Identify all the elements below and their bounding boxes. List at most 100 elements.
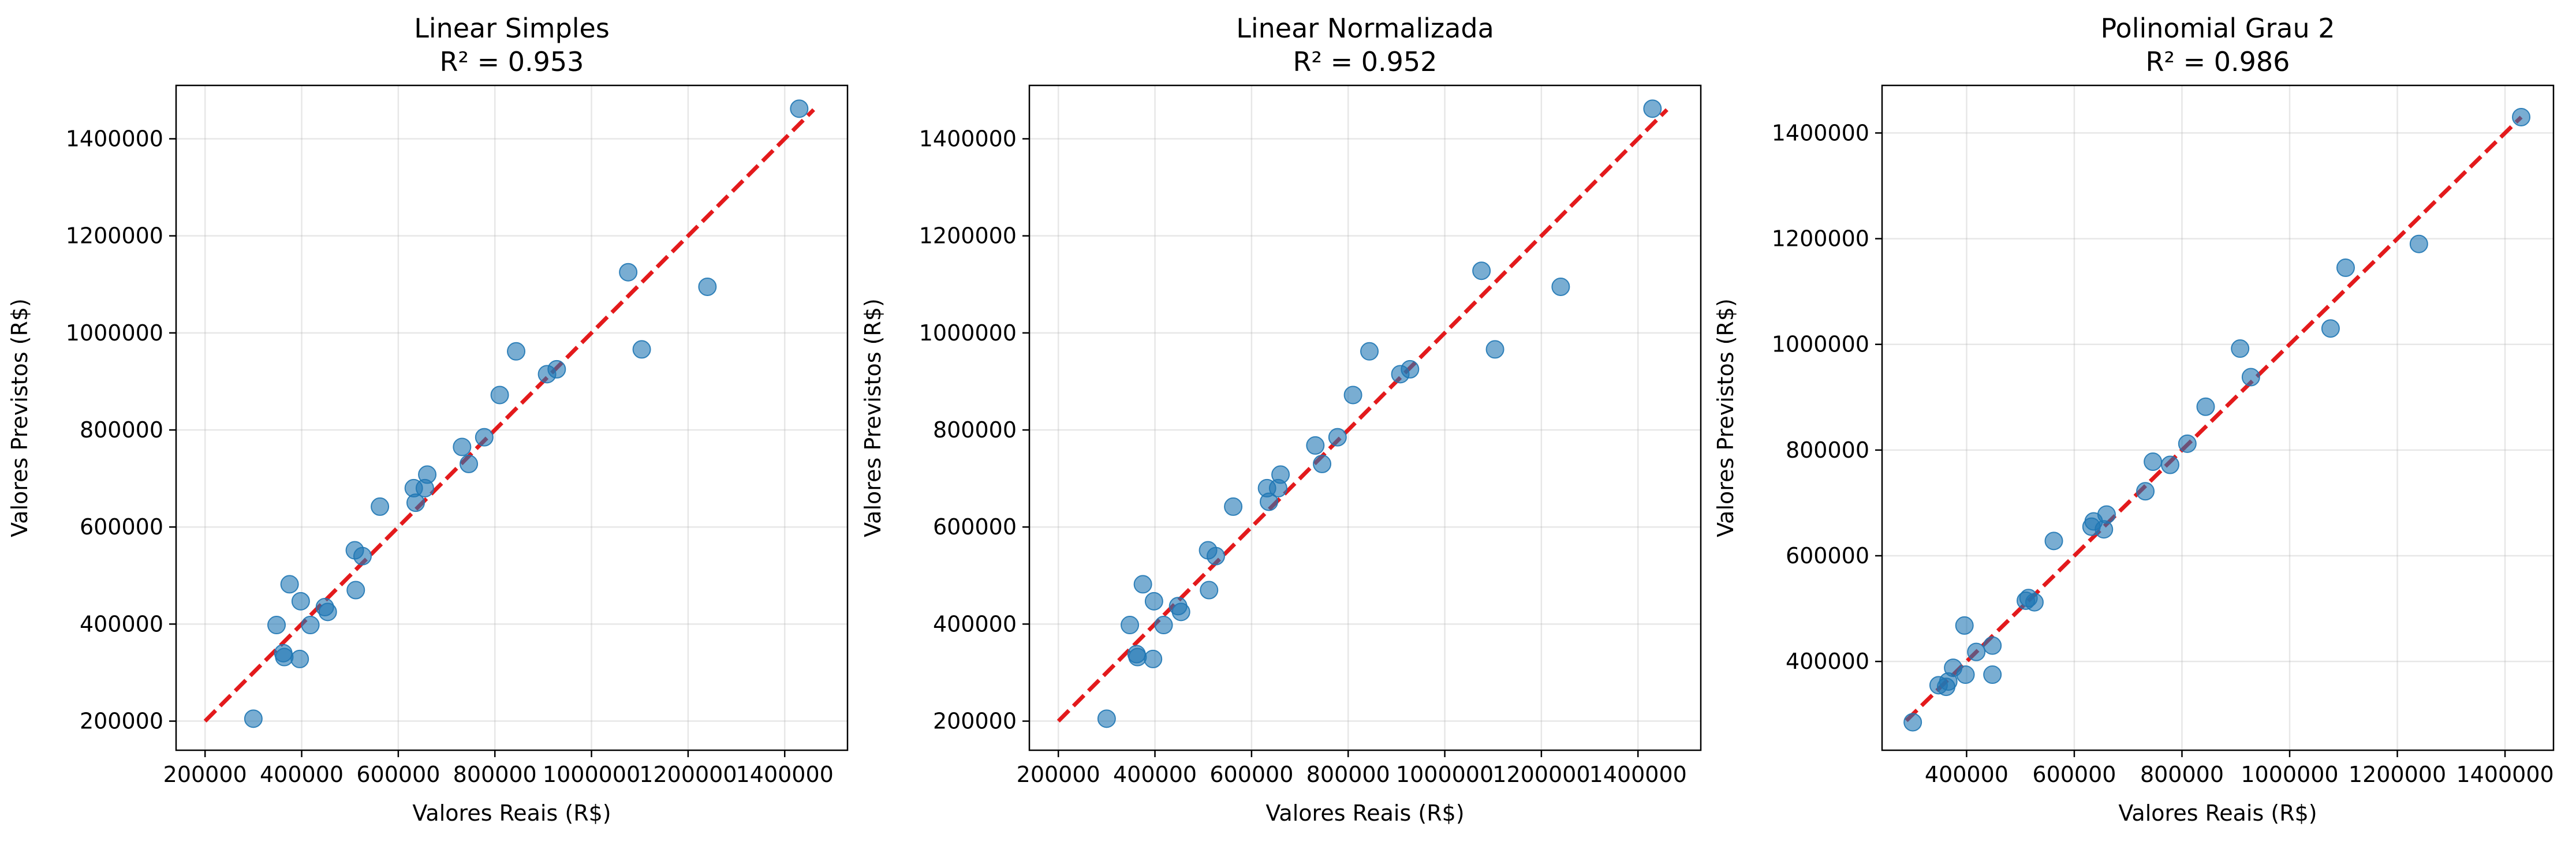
y-tick-label: 200000 <box>933 709 1017 734</box>
data-point <box>418 465 437 484</box>
y-axis-label: Valores Previstos (R$) <box>7 298 32 537</box>
data-point <box>353 547 372 566</box>
grid <box>1882 85 2553 750</box>
data-point <box>1271 465 1290 484</box>
x-tick-label: 1200000 <box>1492 762 1590 787</box>
chart-subtitle: R² = 0.953 <box>440 46 584 77</box>
data-point <box>507 342 526 361</box>
y-tick-label: 1000000 <box>1772 332 1869 357</box>
y-tick-label: 1000000 <box>66 320 163 346</box>
y-tick-label: 1200000 <box>1772 226 1869 252</box>
chart-subtitle: R² = 0.986 <box>2146 46 2290 77</box>
data-points <box>1097 99 1662 728</box>
y-tick-label: 800000 <box>80 417 163 443</box>
data-point <box>547 360 566 379</box>
y-axis-label: Valores Previstos (R$) <box>860 298 886 537</box>
chart-title: Linear Normalizada <box>1236 13 1494 44</box>
data-point <box>632 340 651 359</box>
chart-title: Linear Simples <box>414 13 610 44</box>
y-tick-label: 600000 <box>80 514 163 540</box>
data-point <box>1360 342 1379 361</box>
x-axis-label: Valores Reais (R$) <box>2118 800 2317 826</box>
data-point <box>2025 593 2044 612</box>
data-point <box>1206 547 1225 566</box>
data-point <box>2136 482 2155 501</box>
x-axis-label: Valores Reais (R$) <box>412 800 611 826</box>
data-point <box>2321 319 2340 338</box>
x-tick-label: 600000 <box>356 762 440 787</box>
data-points <box>244 99 809 728</box>
data-point <box>1983 665 2002 684</box>
axes-frame <box>1881 84 2555 751</box>
x-tick-label: 1000000 <box>2241 762 2338 787</box>
chart-panel-1: 200000 400000 600000 800000 1000000120000014… <box>7 13 849 826</box>
y-tick-label: 200000 <box>80 709 163 734</box>
data-point <box>1967 642 1986 661</box>
data-point <box>1224 497 1243 516</box>
data-point <box>2044 532 2063 551</box>
data-point <box>1956 665 1975 684</box>
data-point <box>2336 258 2355 277</box>
data-point <box>2144 452 2163 471</box>
x-tick-label: 800000 <box>453 762 537 787</box>
data-point <box>1643 99 1662 118</box>
x-tick-label: 200000 <box>1017 762 1100 787</box>
data-point <box>318 603 337 622</box>
x-tick-label: 1000000 <box>543 762 640 787</box>
data-point <box>1133 575 1152 594</box>
data-point <box>475 428 494 447</box>
x-tick-label: 1400000 <box>2456 762 2553 787</box>
y-tick-label: 400000 <box>933 611 1017 637</box>
data-point <box>698 277 717 296</box>
y-tick-label: 400000 <box>80 611 163 637</box>
ideal-prediction-line <box>1905 115 2523 723</box>
x-tick-label: 200000 <box>163 762 247 787</box>
data-points <box>1903 107 2531 732</box>
data-point <box>490 386 509 405</box>
x-tick-label: 1200000 <box>639 762 737 787</box>
data-point <box>1097 709 1116 728</box>
x-tick-label: 400000 <box>1925 762 2008 787</box>
chart-panel-2: 200000 400000 600000 800000 1000000 1200000 14… <box>860 13 1702 826</box>
data-point <box>291 592 310 611</box>
x-tick-label: 600000 <box>1209 762 1293 787</box>
data-point <box>1343 386 1362 405</box>
data-point <box>275 648 294 667</box>
grid <box>1029 85 1701 750</box>
data-point <box>1955 616 1974 635</box>
x-tick-label: 1400000 <box>736 762 834 787</box>
y-tick-label: 800000 <box>933 417 1017 443</box>
data-point <box>406 493 425 512</box>
data-point <box>2178 434 2197 453</box>
data-point <box>2231 339 2250 358</box>
data-point <box>1259 492 1278 511</box>
data-point <box>1200 581 1219 600</box>
data-point <box>371 497 390 516</box>
data-point <box>2160 455 2179 474</box>
y-tick-label: 1000000 <box>919 320 1017 346</box>
data-point <box>1903 713 1922 732</box>
y-tick-label: 1200000 <box>66 223 163 249</box>
data-point <box>2196 397 2215 416</box>
y-tick-label: 1400000 <box>66 126 163 151</box>
y-tick-label: 1400000 <box>919 126 1017 151</box>
y-tick-label: 1400000 <box>1772 120 1869 145</box>
y-tick-label: 1200000 <box>919 223 1017 249</box>
data-point <box>267 616 286 635</box>
data-point <box>2512 107 2531 126</box>
data-point <box>2097 505 2116 524</box>
data-point <box>1313 454 1332 473</box>
y-tick-label: 600000 <box>1786 543 1869 568</box>
data-point <box>1154 616 1173 635</box>
x-axis-label: Valores Reais (R$) <box>1265 800 1464 826</box>
data-point <box>1306 436 1325 455</box>
data-point <box>301 616 320 635</box>
ideal-prediction-line <box>203 108 815 723</box>
y-tick-label: 800000 <box>1786 437 1869 463</box>
data-point <box>2241 368 2260 387</box>
grid <box>176 85 848 750</box>
x-tick-label: 400000 <box>1113 762 1197 787</box>
data-point <box>1144 592 1163 611</box>
data-point <box>1472 261 1491 280</box>
